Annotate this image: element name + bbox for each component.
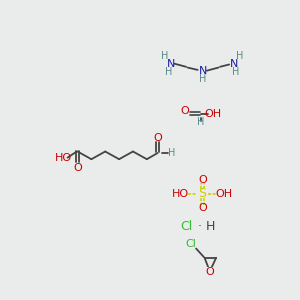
Text: Cl: Cl bbox=[185, 239, 196, 249]
Text: N: N bbox=[167, 59, 175, 69]
Text: H: H bbox=[236, 51, 244, 61]
Text: H: H bbox=[197, 117, 204, 127]
Text: O: O bbox=[73, 164, 82, 173]
Text: HO: HO bbox=[55, 153, 72, 163]
Text: OH: OH bbox=[215, 189, 232, 199]
Text: O: O bbox=[206, 267, 214, 278]
Text: O: O bbox=[180, 106, 189, 116]
Text: H: H bbox=[168, 148, 175, 158]
Text: H: H bbox=[161, 51, 168, 61]
Text: OH: OH bbox=[205, 109, 222, 119]
Text: H: H bbox=[199, 74, 207, 84]
Text: N: N bbox=[199, 66, 207, 76]
Text: S: S bbox=[198, 187, 206, 200]
Text: N: N bbox=[230, 59, 238, 69]
Text: H: H bbox=[166, 67, 173, 77]
Text: Cl: Cl bbox=[181, 220, 193, 233]
Text: O: O bbox=[198, 203, 207, 213]
Text: HO: HO bbox=[172, 189, 189, 199]
Text: · H: · H bbox=[198, 220, 216, 233]
Text: O: O bbox=[153, 133, 162, 142]
Text: H: H bbox=[232, 67, 239, 77]
Text: O: O bbox=[198, 175, 207, 185]
